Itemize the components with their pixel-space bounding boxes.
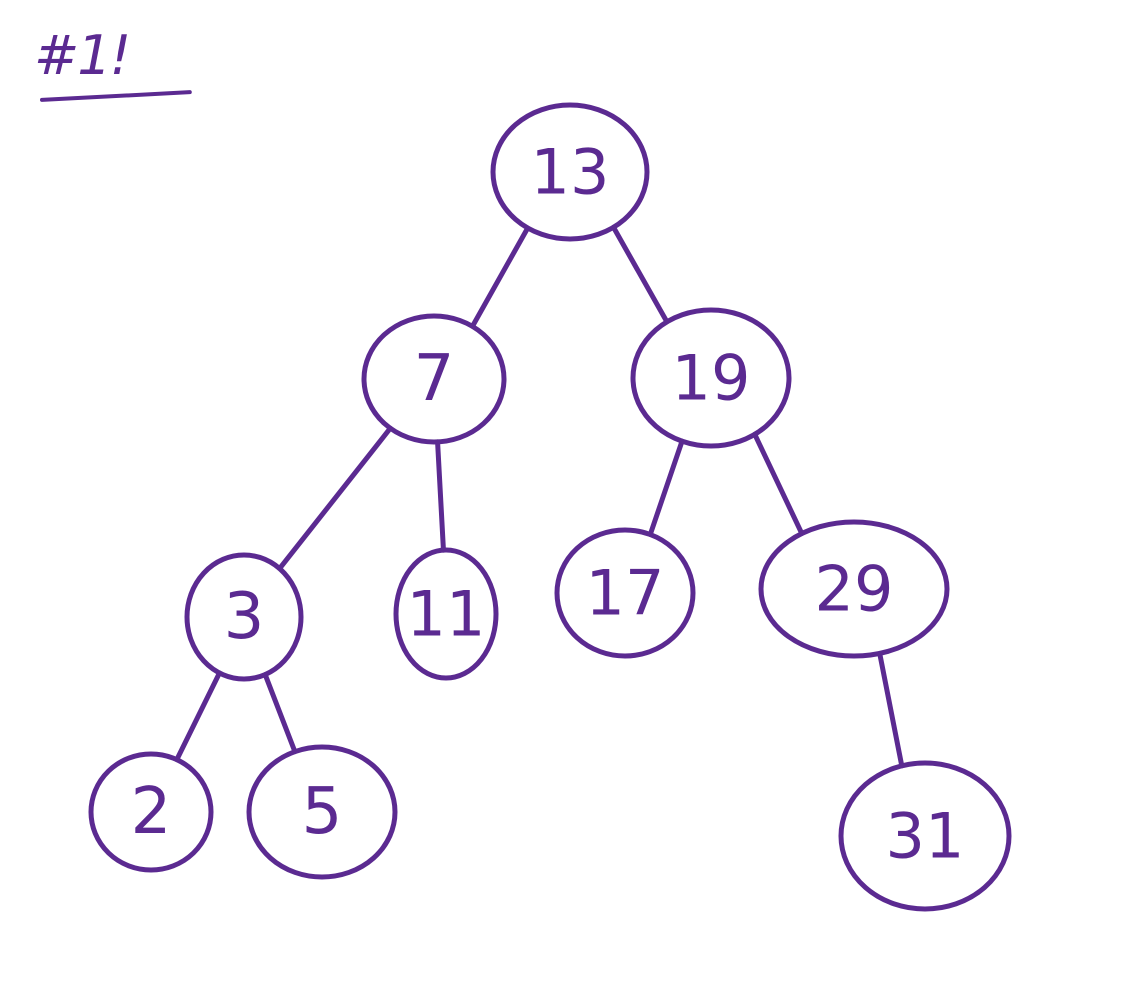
tree-node-value-19: 19 <box>630 307 792 449</box>
tree-node-circle <box>630 307 792 449</box>
tree-node-value-3: 3 <box>184 552 304 682</box>
diagram-heading: #1! <box>34 24 131 87</box>
tree-node-label: 7 <box>414 342 455 416</box>
tree-node-circle <box>490 102 650 242</box>
tree-edge-to-value-17 <box>647 438 685 538</box>
tree-node-label: 29 <box>815 553 894 626</box>
tree-node-value-5: 5 <box>246 744 398 880</box>
tree-node-circle <box>361 313 507 445</box>
tree-node-value-31: 31 <box>838 760 1012 912</box>
tree-node-label: 11 <box>407 578 486 651</box>
tree-node-circle <box>554 527 696 659</box>
tree-node-value-11: 11 <box>393 547 499 681</box>
tree-edge-to-value-31 <box>877 650 905 769</box>
tree-node-value-2: 2 <box>88 751 214 873</box>
tree-node-value-17: 17 <box>554 527 696 659</box>
tree-edges <box>174 224 905 769</box>
tree-node-label: 19 <box>672 342 751 415</box>
tree-node-circle <box>838 760 1012 912</box>
tree-node-label: 5 <box>302 775 343 849</box>
tree-edge-to-value-29 <box>752 431 805 537</box>
tree-node-circle <box>246 744 398 880</box>
tree-node-label: 3 <box>224 580 265 654</box>
tree-nodes: 13 7 3 2 5 11 19 17 29 31 <box>88 102 1012 912</box>
tree-edge-to-value-2 <box>174 670 222 763</box>
tree-edge-to-value-19 <box>610 224 670 325</box>
tree-node-circle <box>393 547 499 681</box>
tree-node-value-13: 13 <box>490 102 650 242</box>
tree-node-label: 17 <box>586 557 665 630</box>
tree-edge-to-value-11 <box>435 439 446 553</box>
tree-node-circle <box>88 751 214 873</box>
tree-edge-to-value-7 <box>469 225 531 329</box>
tree-node-label: 2 <box>131 775 172 849</box>
tree-node-circle <box>758 519 950 659</box>
tree-node-label: 13 <box>531 136 610 209</box>
tree-node-value-29: 29 <box>758 519 950 659</box>
tree-node-circle <box>184 552 304 682</box>
tree-edge-to-value-3 <box>277 425 393 572</box>
tree-node-label: 31 <box>886 800 965 873</box>
tree-node-value-7: 7 <box>361 313 507 445</box>
tree-edge-to-value-5 <box>262 672 298 755</box>
